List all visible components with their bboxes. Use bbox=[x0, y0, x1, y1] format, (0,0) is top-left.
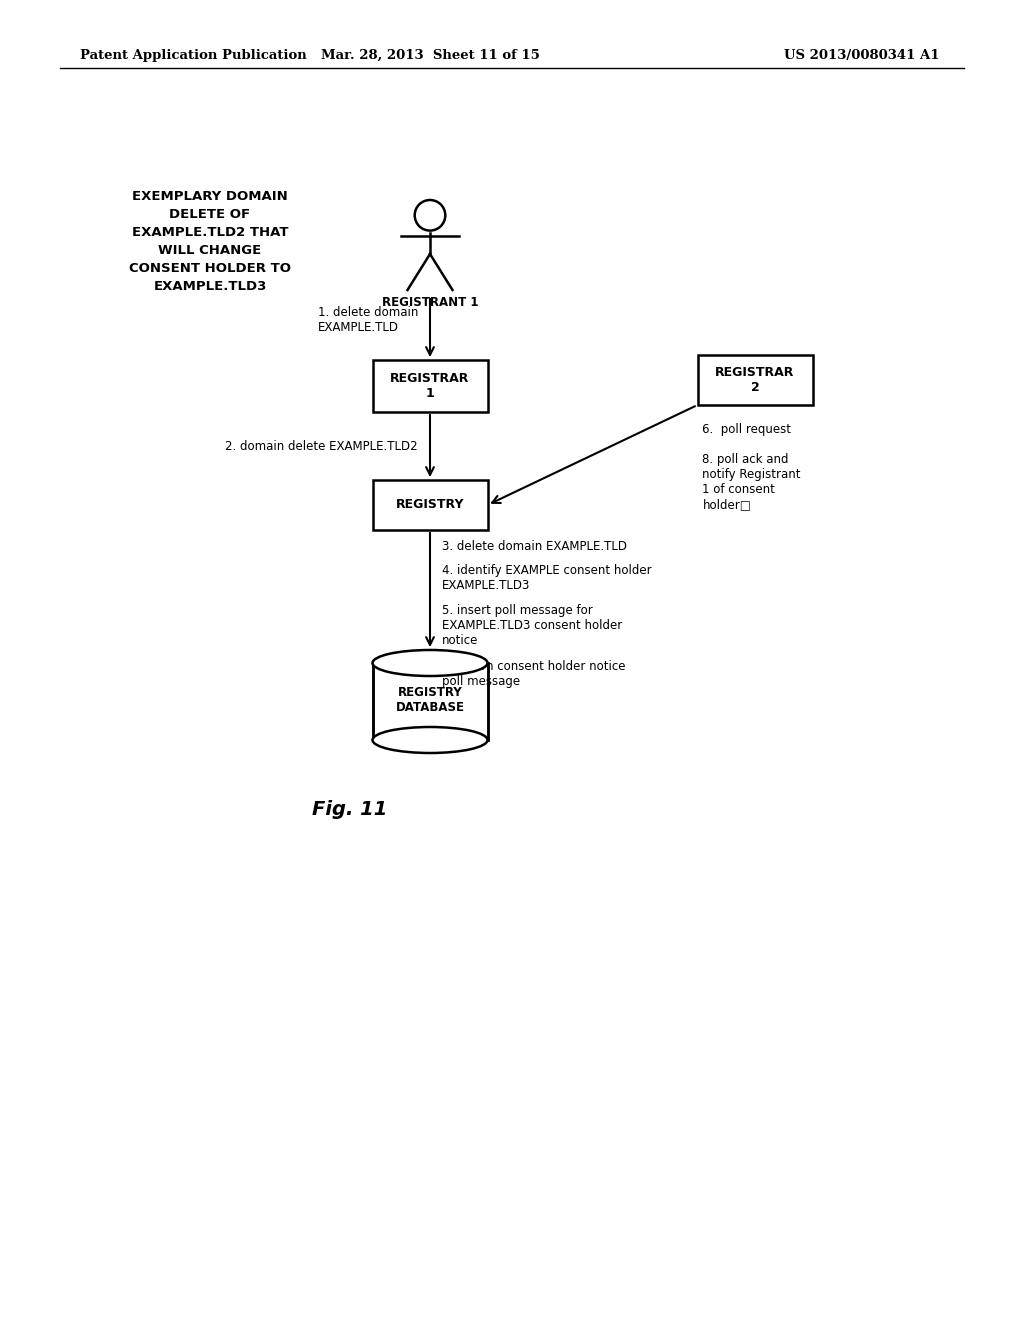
Text: Patent Application Publication: Patent Application Publication bbox=[80, 49, 307, 62]
Text: 2. domain delete EXAMPLE.TLD2: 2. domain delete EXAMPLE.TLD2 bbox=[225, 440, 418, 453]
Bar bbox=[697, 355, 812, 405]
Bar bbox=[373, 663, 487, 741]
Text: REGISTRAR
1: REGISTRAR 1 bbox=[390, 372, 470, 400]
Text: Fig. 11: Fig. 11 bbox=[312, 800, 388, 818]
Text: 1. delete domain
EXAMPLE.TLD: 1. delete domain EXAMPLE.TLD bbox=[317, 306, 418, 334]
Text: EXEMPLARY DOMAIN
DELETE OF
EXAMPLE.TLD2 THAT
WILL CHANGE
CONSENT HOLDER TO
EXAMP: EXEMPLARY DOMAIN DELETE OF EXAMPLE.TLD2 … bbox=[129, 190, 291, 293]
Text: REGISTRANT 1: REGISTRANT 1 bbox=[382, 296, 478, 309]
Ellipse shape bbox=[373, 649, 487, 676]
Text: REGISTRY: REGISTRY bbox=[395, 499, 464, 511]
Text: 7. return consent holder notice
poll message: 7. return consent holder notice poll mes… bbox=[442, 660, 626, 688]
Text: Mar. 28, 2013  Sheet 11 of 15: Mar. 28, 2013 Sheet 11 of 15 bbox=[321, 49, 540, 62]
Text: US 2013/0080341 A1: US 2013/0080341 A1 bbox=[784, 49, 940, 62]
Text: 4. identify EXAMPLE consent holder
EXAMPLE.TLD3: 4. identify EXAMPLE consent holder EXAMP… bbox=[442, 564, 651, 591]
Text: 8. poll ack and
notify Registrant
1 of consent
holder□: 8. poll ack and notify Registrant 1 of c… bbox=[702, 453, 801, 511]
Text: REGISTRAR
2: REGISTRAR 2 bbox=[716, 366, 795, 393]
Bar bbox=[373, 360, 487, 412]
Bar bbox=[373, 480, 487, 531]
Text: 5. insert poll message for
EXAMPLE.TLD3 consent holder
notice: 5. insert poll message for EXAMPLE.TLD3 … bbox=[442, 605, 623, 647]
Text: 6.  poll request: 6. poll request bbox=[702, 422, 792, 436]
Ellipse shape bbox=[373, 727, 487, 752]
Text: 3. delete domain EXAMPLE.TLD: 3. delete domain EXAMPLE.TLD bbox=[442, 540, 627, 553]
Text: REGISTRY
DATABASE: REGISTRY DATABASE bbox=[395, 686, 465, 714]
